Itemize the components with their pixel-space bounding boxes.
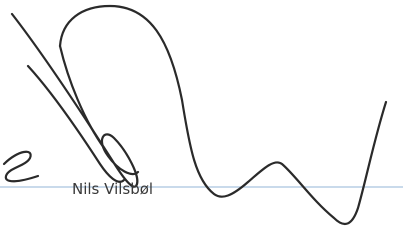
signer-name: Nils Vilsbøl bbox=[72, 180, 153, 198]
signature-stroke bbox=[28, 66, 124, 182]
signature-stroke bbox=[12, 14, 138, 187]
signature-curl bbox=[4, 152, 38, 182]
signature-page: Nils Vilsbøl bbox=[0, 0, 403, 249]
signature-stroke bbox=[60, 46, 104, 148]
signature-drawing bbox=[0, 0, 403, 249]
